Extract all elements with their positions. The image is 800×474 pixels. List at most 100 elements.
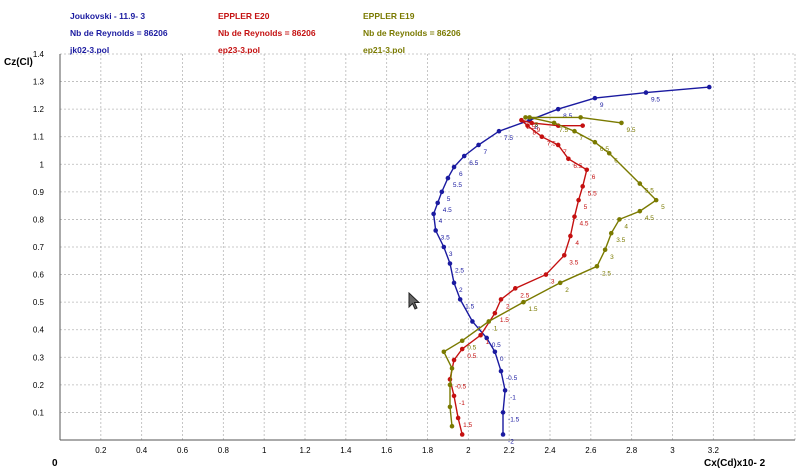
legend-reynolds: Nb de Reynolds = 86206 bbox=[218, 28, 316, 38]
data-point bbox=[433, 228, 438, 233]
point-label: 7.5 bbox=[559, 127, 568, 134]
data-point bbox=[484, 335, 490, 341]
point-label: 6 bbox=[592, 174, 596, 181]
data-point bbox=[498, 297, 504, 302]
point-label: 5 bbox=[661, 204, 665, 211]
x-tick-label: 0.4 bbox=[136, 446, 148, 455]
point-label: 1.5 bbox=[528, 306, 537, 313]
point-label: 7 bbox=[563, 149, 567, 156]
series-line bbox=[442, 116, 658, 427]
data-point bbox=[551, 120, 557, 126]
y-tick-label: 0.7 bbox=[33, 243, 45, 252]
data-point bbox=[431, 211, 436, 217]
data-point bbox=[706, 84, 712, 90]
point-label: 1.5 bbox=[500, 317, 509, 324]
data-point bbox=[584, 167, 590, 173]
data-point bbox=[568, 233, 573, 239]
y-tick-label: 1.2 bbox=[33, 105, 45, 114]
x-tick-label: 1.2 bbox=[299, 446, 311, 455]
legend-series-name: EPPLER E19 bbox=[363, 11, 415, 21]
point-label: 7 bbox=[580, 135, 584, 142]
point-label: 7.5 bbox=[547, 141, 556, 148]
tick-labels: 0.2 0.4 0.6 0.8 1 1.2 1.4 1.6 1.8 2 2.2 2.4 2.6 2.8 3 3… bbox=[33, 50, 720, 455]
point-label: 4.5 bbox=[580, 221, 589, 228]
point-label: 3 bbox=[610, 254, 614, 261]
point-label: 6.5 bbox=[600, 146, 609, 153]
point-label: 2 bbox=[459, 287, 463, 294]
data-point bbox=[451, 164, 457, 170]
data-point bbox=[502, 388, 508, 393]
point-label: 0.5 bbox=[492, 342, 501, 349]
point-label: 2.5 bbox=[520, 292, 529, 299]
point-label: -1 bbox=[459, 400, 465, 407]
data-point bbox=[637, 208, 643, 214]
point-label: -1.5 bbox=[508, 416, 520, 423]
legend-file: jk02-3.pol bbox=[70, 45, 110, 55]
legend-joukovski: Joukovski - 11.9- 3 Nb de Reynolds = 862… bbox=[70, 8, 168, 59]
x-axis-label: Cx(Cd)x10- 2 bbox=[704, 458, 766, 469]
point-label: 3.5 bbox=[441, 234, 450, 241]
data-point bbox=[555, 142, 561, 148]
data-point bbox=[521, 299, 526, 305]
data-point bbox=[561, 252, 567, 258]
y-tick-label: 1 bbox=[40, 160, 45, 169]
series-layer: -2-1.5-1-0.500.511.522.533.544.555.566.5… bbox=[431, 84, 712, 445]
series-1: 1.5-1-0.50.511.522.533.544.555.566.577.5… bbox=[447, 117, 597, 437]
origin-label: 0 bbox=[52, 458, 58, 469]
point-label: 7.5 bbox=[504, 135, 513, 142]
point-label: 4 bbox=[624, 223, 628, 230]
point-label: 5 bbox=[584, 204, 588, 211]
data-point bbox=[592, 95, 598, 101]
data-point bbox=[539, 134, 545, 140]
point-label: 6.5 bbox=[573, 163, 582, 170]
data-point bbox=[617, 217, 622, 222]
point-label: 9.5 bbox=[651, 97, 660, 104]
point-label: 6 bbox=[459, 171, 463, 178]
data-point bbox=[455, 415, 461, 421]
y-tick-label: 0.8 bbox=[33, 215, 45, 224]
data-point bbox=[594, 264, 600, 269]
legend-reynolds: Nb de Reynolds = 86206 bbox=[70, 28, 168, 38]
x-tick-label: 1.6 bbox=[381, 446, 393, 455]
data-point bbox=[459, 432, 465, 437]
data-point bbox=[449, 423, 455, 429]
point-label: 5 bbox=[447, 196, 451, 203]
point-label: 3.5 bbox=[569, 259, 578, 266]
data-point bbox=[447, 382, 453, 388]
data-point bbox=[457, 297, 463, 302]
y-tick-label: 0.5 bbox=[33, 298, 45, 307]
point-label: 4.5 bbox=[645, 215, 654, 222]
data-point bbox=[439, 189, 445, 195]
point-label: 5.5 bbox=[645, 188, 654, 195]
x-tick-label: 1.8 bbox=[422, 446, 434, 455]
x-tick-label: 0.6 bbox=[177, 446, 189, 455]
data-point bbox=[519, 117, 524, 123]
data-point bbox=[576, 197, 581, 203]
x-tick-label: 3 bbox=[670, 446, 675, 455]
point-label: 9.5 bbox=[626, 127, 635, 134]
y-tick-label: 1.4 bbox=[33, 50, 45, 59]
legend-eppler-e19: EPPLER E19 Nb de Reynolds = 86206 ep21-3… bbox=[363, 8, 461, 59]
x-tick-label: 3.2 bbox=[708, 446, 720, 455]
data-point bbox=[447, 261, 453, 266]
y-tick-label: 0.6 bbox=[33, 271, 45, 280]
point-label: 2 bbox=[506, 303, 510, 310]
data-point bbox=[608, 230, 614, 236]
data-point bbox=[459, 338, 465, 344]
data-point bbox=[449, 366, 455, 371]
x-tick-label: 0.8 bbox=[218, 446, 230, 455]
point-label: 8 bbox=[535, 121, 539, 128]
series-line bbox=[449, 119, 588, 435]
data-point bbox=[557, 280, 563, 286]
point-label: 4 bbox=[439, 218, 443, 225]
x-tick-label: 2.8 bbox=[626, 446, 638, 455]
point-label: 3 bbox=[449, 251, 453, 258]
data-point bbox=[527, 115, 532, 120]
point-label: 2.5 bbox=[602, 270, 611, 277]
point-label: 1 bbox=[494, 325, 498, 332]
data-point bbox=[580, 123, 585, 128]
data-point bbox=[492, 349, 498, 355]
y-tick-label: 0.2 bbox=[33, 381, 45, 390]
data-point bbox=[523, 115, 528, 120]
point-label: 4 bbox=[575, 240, 579, 247]
